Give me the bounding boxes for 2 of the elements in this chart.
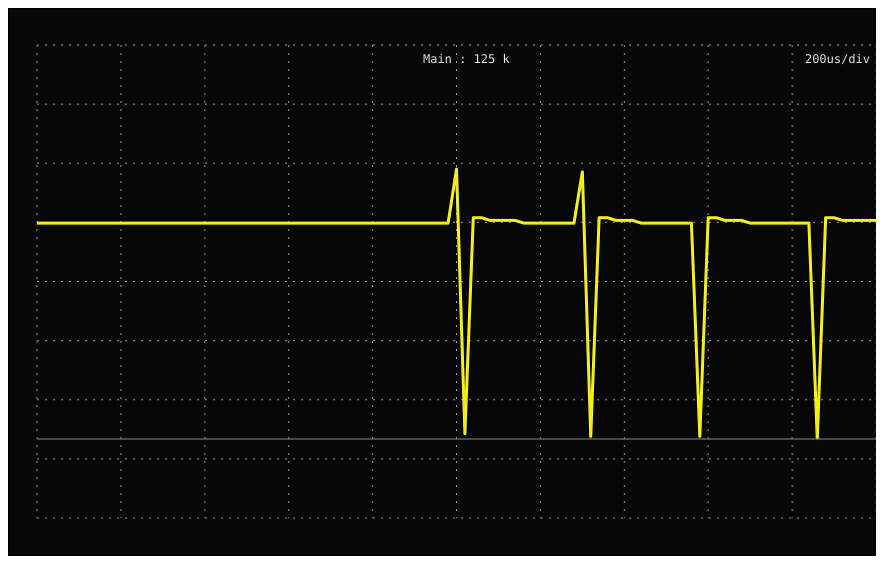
text: 200us/div [804,52,870,66]
text: Main : 125 k [423,52,510,66]
